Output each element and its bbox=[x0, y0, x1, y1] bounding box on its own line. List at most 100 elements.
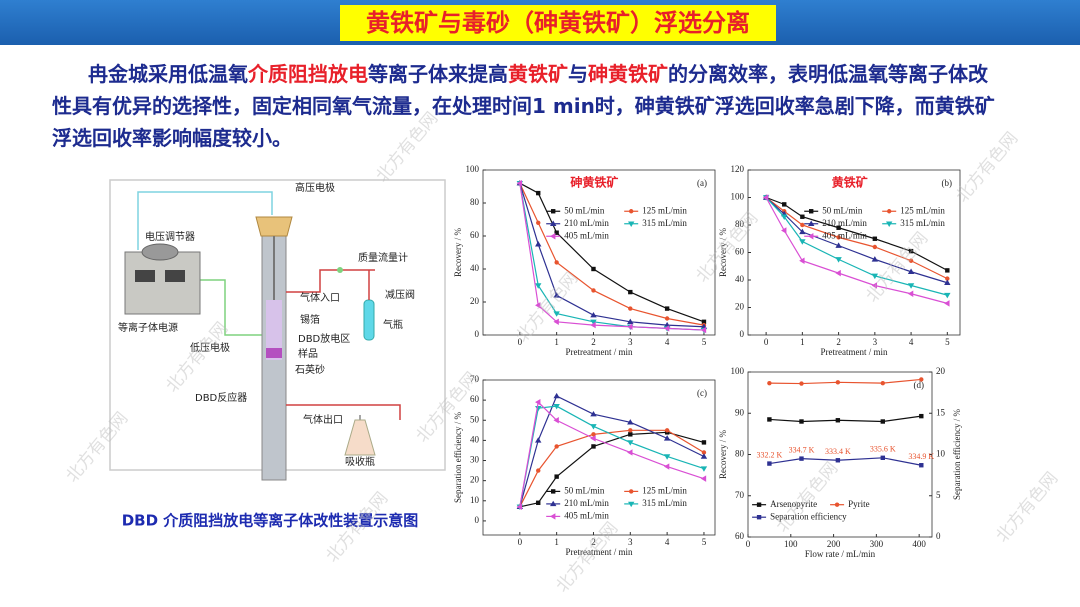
watermark: 北方有色网 bbox=[952, 128, 1022, 206]
legend-label: 405 mL/min bbox=[564, 230, 609, 240]
legend-marker bbox=[629, 489, 634, 494]
data-point bbox=[799, 239, 806, 245]
watermark: 北方有色网 bbox=[552, 518, 622, 596]
y2-tick-label: 5 bbox=[936, 490, 941, 500]
x-tick-label: 5 bbox=[945, 337, 950, 347]
y-tick-label: 0 bbox=[475, 515, 480, 525]
x-tick-label: 0 bbox=[518, 337, 523, 347]
legend-label: 315 mL/min bbox=[900, 218, 945, 228]
legend-marker bbox=[808, 220, 815, 226]
data-point bbox=[700, 475, 707, 482]
watermark: 北方有色网 bbox=[992, 468, 1062, 546]
x-tick-label: 1 bbox=[800, 337, 805, 347]
point-label: 335.6 K bbox=[870, 445, 896, 454]
diagram-label: 气体入口 bbox=[300, 291, 340, 304]
legend-marker bbox=[834, 502, 840, 507]
diagram-label: 电压调节器 bbox=[145, 230, 195, 243]
x-tick-label: 200 bbox=[827, 539, 841, 549]
display bbox=[165, 270, 185, 282]
y-axis-label: Recovery / % bbox=[718, 430, 728, 479]
discharge-zone bbox=[266, 300, 282, 360]
gas-bottle bbox=[363, 299, 375, 341]
plot-frame bbox=[482, 169, 716, 336]
legend-marker bbox=[808, 233, 814, 240]
data-point bbox=[535, 405, 542, 412]
legend-label: 125 mL/min bbox=[900, 205, 945, 215]
legend-marker bbox=[756, 515, 762, 520]
data-point bbox=[835, 418, 841, 423]
y-tick-label: 80 bbox=[735, 219, 745, 229]
legend-label: Separation efficiency bbox=[770, 511, 847, 521]
text-run: 的分离效率，表明低温氧等离子体改性具有优异的选择性，固定相同氧气流量，在处理时间… bbox=[52, 62, 995, 150]
x-tick-label: 2 bbox=[591, 537, 596, 547]
slide-title: 黄铁矿与毒砂（砷黄铁矿）浮选分离 bbox=[340, 5, 776, 41]
point-label: 333.4 K bbox=[825, 447, 851, 456]
text-run: 黄铁矿 bbox=[508, 62, 568, 86]
data-point bbox=[664, 316, 670, 321]
data-point bbox=[799, 419, 804, 424]
x-tick-label: 3 bbox=[873, 337, 878, 347]
diagram-labels: 高压电极 电压调节器 质量流量计 减压阀 气体入口 锡箔 气瓶 等离子体电源 低… bbox=[118, 181, 418, 530]
data-point bbox=[628, 289, 633, 295]
data-point bbox=[799, 381, 804, 386]
y2-tick-label: 15 bbox=[936, 407, 946, 417]
y-axis-label: Recovery / % bbox=[453, 228, 463, 277]
y-tick-label: 100 bbox=[731, 366, 745, 376]
legend-label: 315 mL/min bbox=[642, 498, 687, 508]
data-point bbox=[627, 440, 634, 446]
legend-marker bbox=[887, 209, 892, 214]
x-tick-label: 100 bbox=[784, 539, 798, 549]
data-point bbox=[799, 456, 804, 461]
data-point bbox=[663, 325, 670, 332]
x-tick-label: 2 bbox=[836, 337, 841, 347]
data-point bbox=[908, 258, 914, 263]
y-tick-label: 40 bbox=[470, 434, 480, 444]
legend-marker bbox=[550, 500, 557, 507]
x-tick-label: 300 bbox=[870, 539, 884, 549]
data-point bbox=[871, 282, 878, 289]
data-point bbox=[944, 279, 951, 285]
y-tick-label: 20 bbox=[735, 302, 745, 312]
data-point bbox=[880, 455, 885, 460]
series-line bbox=[769, 457, 922, 466]
y-tick-label: 20 bbox=[470, 296, 480, 306]
data-point bbox=[664, 306, 670, 311]
y-tick-label: 90 bbox=[735, 407, 745, 417]
data-point bbox=[880, 380, 885, 386]
data-point bbox=[907, 290, 914, 297]
data-point bbox=[536, 500, 541, 505]
y-tick-label: 0 bbox=[740, 329, 745, 339]
data-point bbox=[919, 413, 924, 419]
data-point bbox=[767, 417, 772, 422]
diagram-caption: DBD 介质阻挡放电等离子体改性装置示意图 bbox=[122, 512, 419, 530]
data-point bbox=[536, 468, 541, 473]
data-point bbox=[627, 323, 633, 330]
x-tick-label: 0 bbox=[746, 539, 751, 549]
power-supply bbox=[124, 251, 201, 315]
legend-marker bbox=[629, 209, 634, 214]
panel-label: (a) bbox=[697, 178, 707, 188]
x-tick-label: 0 bbox=[764, 337, 769, 347]
y-tick-label: 80 bbox=[470, 197, 480, 207]
data-point bbox=[554, 444, 559, 449]
legend-marker bbox=[550, 220, 557, 226]
data-point bbox=[871, 256, 879, 262]
data-point bbox=[700, 466, 708, 472]
x-tick-label: 5 bbox=[702, 337, 707, 347]
data-point bbox=[535, 398, 541, 406]
diagram-label: 锡箔 bbox=[300, 313, 320, 326]
legend-marker bbox=[551, 209, 556, 214]
data-point bbox=[591, 432, 596, 437]
x-tick-label: 4 bbox=[665, 337, 670, 347]
legend-marker bbox=[628, 501, 635, 508]
x-tick-label: 1 bbox=[554, 537, 559, 547]
diagram-label: 质量流量计 bbox=[358, 251, 408, 264]
y-tick-label: 100 bbox=[466, 164, 480, 174]
y-tick-label: 100 bbox=[731, 192, 745, 202]
legend-label: 405 mL/min bbox=[564, 510, 609, 520]
legend-label: 50 mL/min bbox=[564, 205, 605, 215]
diagram-label: 气体出口 bbox=[303, 413, 343, 426]
data-point bbox=[553, 403, 560, 410]
